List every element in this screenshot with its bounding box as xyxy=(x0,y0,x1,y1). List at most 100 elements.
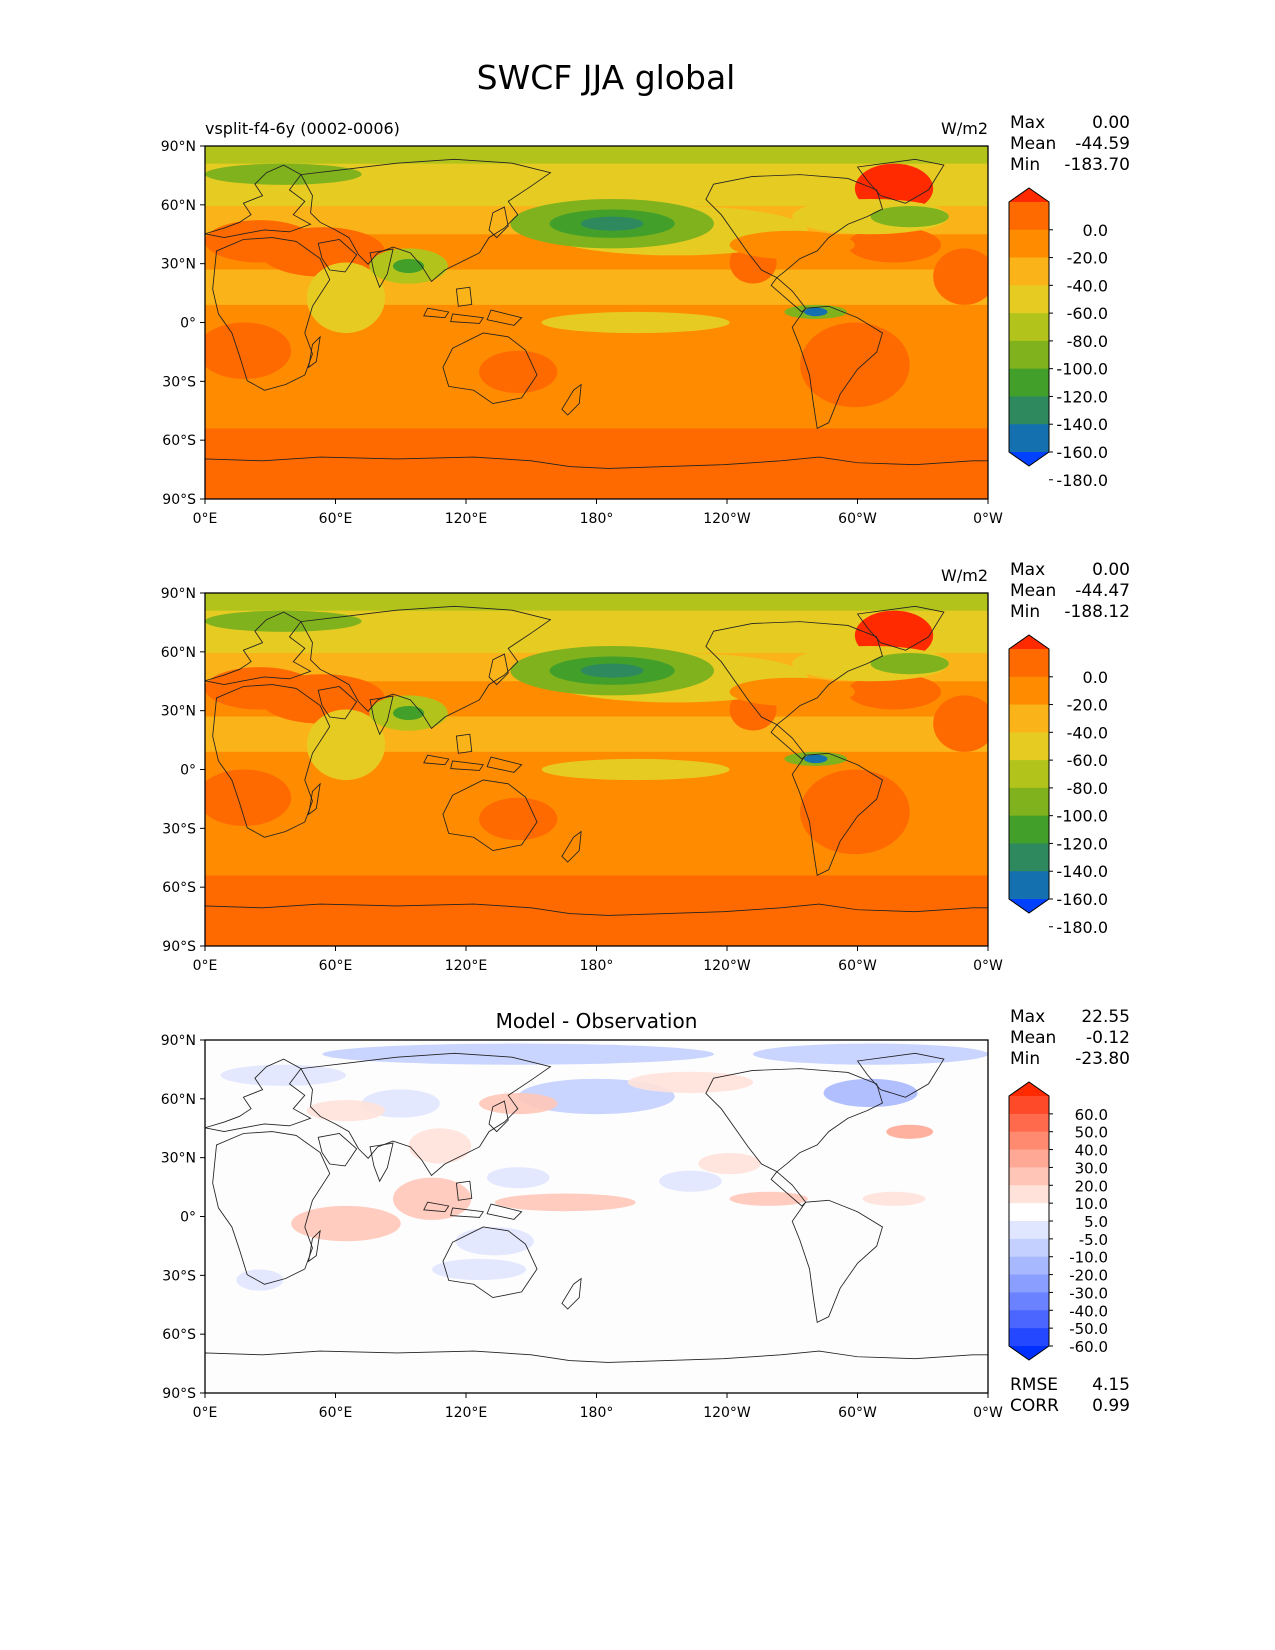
stat-label: Min xyxy=(1010,1049,1040,1069)
panel-units: W/m2 xyxy=(941,566,988,585)
lat-tick-label: 60°N xyxy=(161,198,196,214)
stat-value: -44.59 xyxy=(1075,134,1130,154)
colorbar-label: 0.0 xyxy=(1083,668,1108,687)
map-field xyxy=(204,592,989,947)
lon-tick-label: 60°E xyxy=(319,1405,353,1421)
colorbar-label: -180.0 xyxy=(1056,471,1108,490)
contour-fill xyxy=(205,593,988,946)
colorbar-label: -50.0 xyxy=(1069,1320,1108,1338)
lon-tick-label: 120°E xyxy=(445,958,488,974)
colorbar-segment xyxy=(1009,1096,1049,1115)
stat-value: 22.55 xyxy=(1081,1007,1130,1027)
stat-label: Min xyxy=(1010,155,1040,175)
lon-tick-label: 180° xyxy=(580,511,614,527)
panel-center-title: Model - Observation xyxy=(496,1009,698,1033)
colorbar-label: 0.0 xyxy=(1083,221,1108,240)
colorbar-segment xyxy=(1009,1238,1049,1258)
lat-tick-label: 60°N xyxy=(161,1092,196,1108)
lat-tick-label: 90°N xyxy=(161,586,196,602)
figure-title: SWCF JJA global xyxy=(477,58,736,97)
lon-tick-label: 120°E xyxy=(445,1405,488,1421)
stat-label: Mean xyxy=(1010,1028,1056,1048)
colorbar-segment xyxy=(1009,368,1049,397)
colorbar-segment xyxy=(1009,1131,1049,1151)
colorbar-label: -30.0 xyxy=(1069,1284,1108,1302)
colorbar-label: 60.0 xyxy=(1075,1106,1108,1124)
lat-tick-label: 30°S xyxy=(162,1268,196,1284)
colorbar-segment xyxy=(1009,340,1049,370)
colorbar-segment xyxy=(1009,1221,1049,1240)
stat-value: -44.47 xyxy=(1075,581,1130,601)
panel-2: 90°N 60°N 30°N 0° 30°S 60°S 90°S 0°E 60°E 120°E 18… xyxy=(161,560,1130,974)
panel-1: 90°N 60°N 30°N 0° 30°S 60°S 90°S 0°E 60°E 120°E 18… xyxy=(161,113,1130,527)
stat-label: Max xyxy=(1010,113,1045,133)
panel-units: W/m2 xyxy=(941,119,988,138)
colorbar-segment xyxy=(1009,1328,1049,1347)
map-field xyxy=(204,145,989,500)
stat-value: 0.00 xyxy=(1092,113,1130,133)
colorbar-segment xyxy=(1009,202,1049,231)
colorbar-segment xyxy=(1009,285,1049,314)
colorbar-segment xyxy=(1009,229,1049,259)
lat-tick-label: 90°S xyxy=(162,1386,196,1402)
corr-value: 0.99 xyxy=(1092,1396,1130,1416)
colorbar-segment xyxy=(1009,676,1049,706)
colorbar-label: -40.0 xyxy=(1067,723,1108,742)
colorbar-label: -40.0 xyxy=(1067,276,1108,295)
colorbar-label: -80.0 xyxy=(1067,332,1108,351)
lon-tick-label: 120°W xyxy=(703,511,751,527)
colorbar-label: -180.0 xyxy=(1056,918,1108,937)
colorbar-segment xyxy=(1009,257,1049,286)
colorbar-segment xyxy=(1009,815,1049,844)
colorbar-segment xyxy=(1009,396,1049,425)
colorbar-label: -160.0 xyxy=(1056,443,1108,462)
stat-value: 0.00 xyxy=(1092,560,1130,580)
colorbar-label: -60.0 xyxy=(1069,1338,1108,1356)
colorbar-label: -20.0 xyxy=(1067,249,1108,268)
stat-label: Max xyxy=(1010,1007,1045,1027)
stat-value: -23.80 xyxy=(1075,1049,1130,1069)
lon-tick-label: 60°W xyxy=(838,958,877,974)
colorbar-segment xyxy=(1009,1256,1049,1276)
colorbar-label: -140.0 xyxy=(1056,415,1108,434)
lat-tick-label: 90°S xyxy=(162,939,196,955)
stat-value: -183.70 xyxy=(1064,155,1130,175)
colorbar-label: -60.0 xyxy=(1067,304,1108,323)
contour-fill xyxy=(205,1040,988,1393)
colorbar-segment xyxy=(1009,1274,1049,1293)
colorbar-segment xyxy=(1009,649,1049,678)
stat-label: Max xyxy=(1010,560,1045,580)
colorbar-segment xyxy=(1009,1185,1049,1204)
colorbar: 60.050.040.030.020.010.05.0-5.0-10.0-20.… xyxy=(1008,1081,1108,1361)
colorbar-segment xyxy=(1009,1167,1049,1186)
colorbar-label: -160.0 xyxy=(1056,890,1108,909)
stat-value: -0.12 xyxy=(1086,1028,1130,1048)
stat-value: -188.12 xyxy=(1064,602,1130,622)
lon-tick-label: 60°W xyxy=(838,1405,877,1421)
lat-tick-label: 0° xyxy=(180,316,196,332)
stat-label: Min xyxy=(1010,602,1040,622)
lon-tick-label: 180° xyxy=(580,958,614,974)
contour-fill xyxy=(205,146,988,499)
lat-tick-label: 30°S xyxy=(162,821,196,837)
colorbar-label: -40.0 xyxy=(1069,1302,1108,1320)
lat-tick-label: 30°N xyxy=(161,704,196,720)
colorbar-segment xyxy=(1009,1292,1049,1311)
panel-left-title: vsplit-f4-6y (0002-0006) xyxy=(205,119,400,138)
lat-tick-label: 90°N xyxy=(161,139,196,155)
stat-label: Mean xyxy=(1010,134,1056,154)
lon-tick-label: 120°W xyxy=(703,958,751,974)
colorbar-label: 10.0 xyxy=(1075,1195,1108,1213)
colorbar-segment xyxy=(1009,313,1049,342)
lon-tick-label: 60°E xyxy=(319,511,353,527)
colorbar-segment xyxy=(1009,1149,1049,1168)
lat-tick-label: 60°S xyxy=(162,880,196,896)
stat-label: Mean xyxy=(1010,581,1056,601)
lon-tick-label: 60°E xyxy=(319,958,353,974)
rmse-label: RMSE xyxy=(1010,1375,1058,1395)
lon-tick-label: 180° xyxy=(580,1405,614,1421)
colorbar-label: 30.0 xyxy=(1075,1159,1108,1177)
corr-label: CORR xyxy=(1010,1396,1059,1416)
map-field xyxy=(204,1039,989,1394)
